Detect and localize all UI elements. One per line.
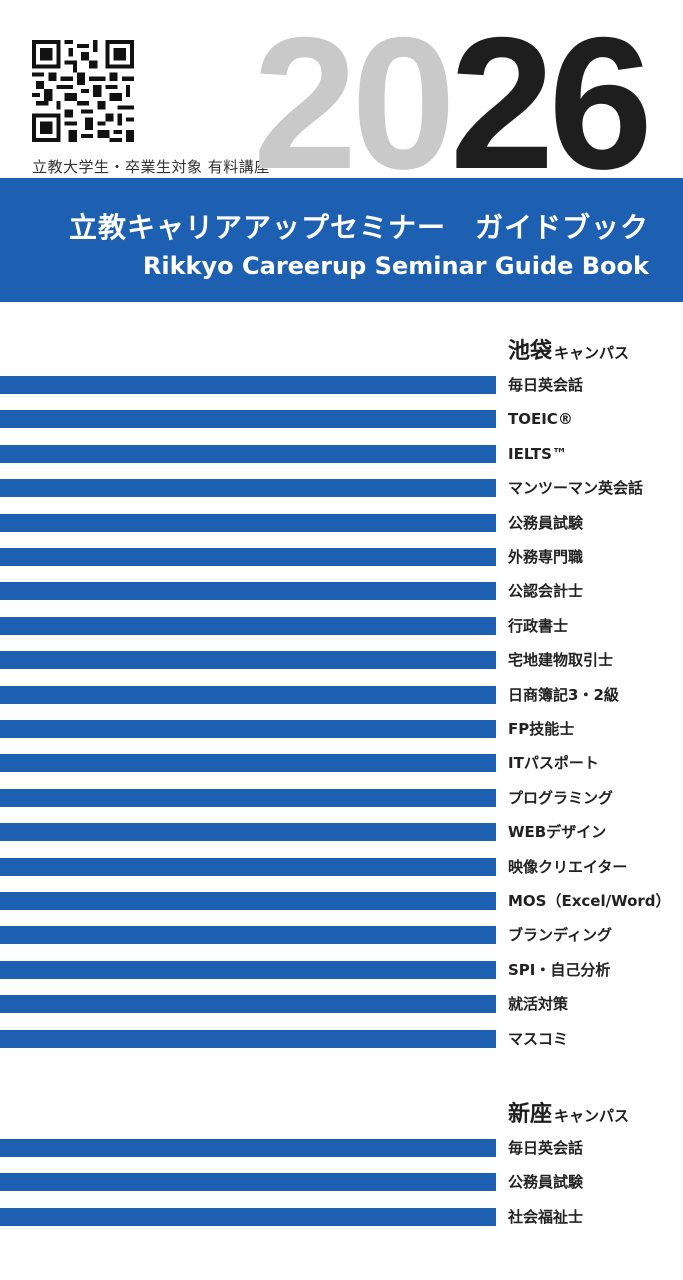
- course-row: 日商簿記3・2級: [0, 685, 683, 704]
- title-english: Rikkyo Careerup Seminar Guide Book: [142, 252, 649, 280]
- course-bar: [0, 444, 496, 463]
- campus-name: 池袋: [508, 339, 553, 364]
- year-part-black: 26: [449, 0, 653, 208]
- course-label: 公務員試験: [508, 1173, 584, 1192]
- campus-name: 新座: [508, 1102, 553, 1127]
- course-bar: [0, 548, 496, 566]
- course-label: 毎日英会話: [508, 1139, 584, 1157]
- course-bar: [0, 1029, 496, 1048]
- campus-suffix: キャンパス: [554, 1107, 630, 1125]
- course-bar: [0, 410, 496, 429]
- course-row: 公務員試験: [0, 513, 683, 532]
- course-label: 外務専門職: [508, 548, 584, 566]
- year-heading: 2026: [253, 9, 653, 197]
- course-row: プログラミング: [0, 788, 683, 807]
- course-row: マンツーマン英会話: [0, 479, 683, 498]
- course-bar: [0, 823, 496, 842]
- course-bar: [0, 376, 496, 394]
- course-label: MOS（Excel/Word）: [508, 892, 671, 910]
- course-row: 毎日英会話: [0, 376, 683, 394]
- course-row: 外務専門職: [0, 548, 683, 566]
- course-label: 映像クリエイター: [508, 857, 628, 876]
- course-bar: [0, 1207, 496, 1226]
- qr-code: [32, 40, 134, 142]
- course-bar: [0, 1139, 496, 1157]
- course-label: 公認会計士: [508, 582, 584, 601]
- course-row: WEBデザイン: [0, 823, 683, 842]
- course-label: ITパスポート: [508, 754, 599, 773]
- course-bar: [0, 1173, 496, 1192]
- course-label: 宅地建物取引士: [508, 651, 614, 670]
- title-japanese: 立教キャリアアップセミナー ガイドブック: [68, 211, 649, 244]
- course-label: ブランディング: [508, 926, 612, 945]
- course-label: 日商簿記3・2級: [508, 685, 619, 704]
- course-row: 行政書士: [0, 616, 683, 635]
- course-label: プログラミング: [508, 788, 614, 807]
- course-label: 公務員試験: [508, 513, 584, 532]
- course-row: SPI・自己分析: [0, 960, 683, 979]
- course-label: 社会福祉士: [508, 1207, 584, 1226]
- course-bar: [0, 616, 496, 635]
- course-label: FP技能士: [508, 720, 575, 738]
- course-bar: [0, 995, 496, 1014]
- course-bar: [0, 720, 496, 738]
- course-row: 毎日英会話: [0, 1139, 683, 1157]
- course-label: マスコミ: [508, 1029, 569, 1048]
- course-row: 公認会計士: [0, 582, 683, 601]
- course-label: TOEIC®: [508, 410, 573, 429]
- course-row: 就活対策: [0, 995, 683, 1014]
- course-bar: [0, 788, 496, 807]
- course-row: ブランディング: [0, 926, 683, 945]
- title-banner: [0, 178, 683, 302]
- course-row: TOEIC®: [0, 410, 683, 429]
- course-bar: [0, 857, 496, 876]
- course-row: 宅地建物取引士: [0, 651, 683, 670]
- year-part-grey: 20: [252, 0, 456, 208]
- campus-suffix: キャンパス: [554, 344, 630, 362]
- niiza-campus-heading: 新座 キャンパス: [508, 1096, 629, 1128]
- course-label: マンツーマン英会話: [508, 479, 644, 498]
- course-label: WEBデザイン: [508, 823, 607, 842]
- course-bar: [0, 651, 496, 670]
- course-bar: [0, 513, 496, 532]
- course-row: 映像クリエイター: [0, 857, 683, 876]
- audience-text: 立教大学生・卒業生対象 有料講座: [32, 158, 270, 176]
- course-label: SPI・自己分析: [508, 960, 611, 979]
- ikebukuro-campus-heading: 池袋 キャンパス: [508, 333, 629, 365]
- course-bar: [0, 960, 496, 979]
- course-row: 公務員試験: [0, 1173, 683, 1192]
- course-row: IELTS™: [0, 444, 683, 463]
- course-bar: [0, 754, 496, 773]
- course-bar: [0, 685, 496, 704]
- course-row: マスコミ: [0, 1029, 683, 1048]
- course-bar: [0, 479, 496, 498]
- course-bar: [0, 892, 496, 910]
- course-row: 社会福祉士: [0, 1207, 683, 1226]
- course-label: 行政書士: [508, 616, 569, 635]
- course-label: IELTS™: [508, 444, 567, 463]
- course-bar: [0, 926, 496, 945]
- course-row: ITパスポート: [0, 754, 683, 773]
- course-label: 就活対策: [508, 995, 569, 1014]
- course-label: 毎日英会話: [508, 376, 584, 394]
- course-row: FP技能士: [0, 720, 683, 738]
- course-row: MOS（Excel/Word）: [0, 892, 683, 910]
- course-bar: [0, 582, 496, 601]
